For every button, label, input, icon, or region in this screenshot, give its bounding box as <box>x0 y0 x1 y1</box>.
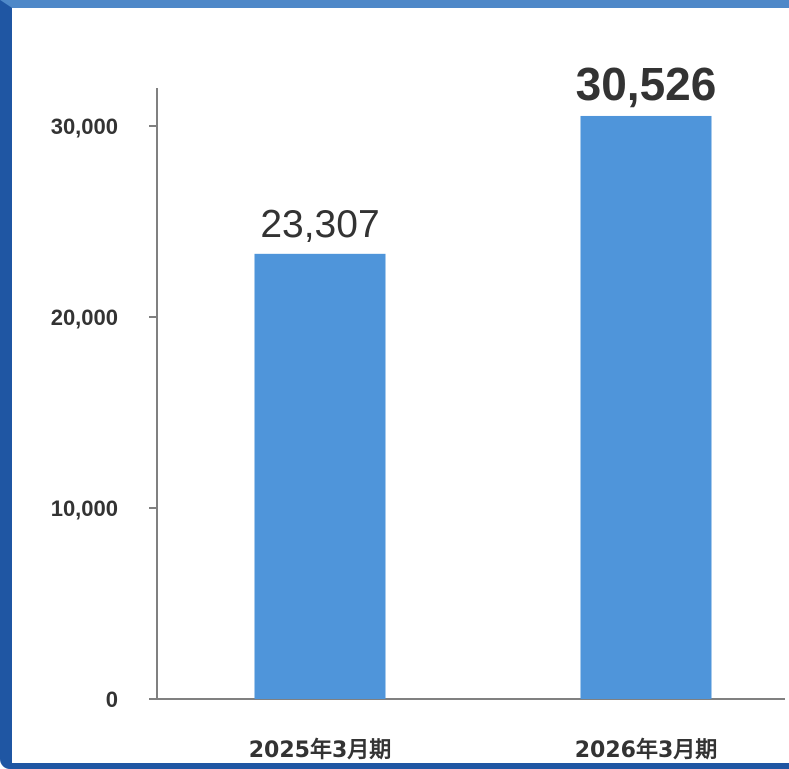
bar-value-label: 23,307 <box>260 203 379 246</box>
x-category-label: 2025年3月期 <box>249 737 392 763</box>
bar <box>254 253 386 699</box>
labels: 23,307 2025年3月期 30,526 2026年3月期 <box>249 58 718 763</box>
x-category-label: 2026年3月期 <box>575 737 718 763</box>
bar-value-label: 30,526 <box>576 58 717 110</box>
y-tick-label: 0 <box>106 687 118 712</box>
bar <box>580 115 712 700</box>
y-ticks: 0 10,000 20,000 30,000 <box>51 114 157 712</box>
bars <box>254 115 712 700</box>
y-tick-label: 30,000 <box>51 114 118 139</box>
y-tick-label: 20,000 <box>51 305 118 330</box>
y-tick-label: 10,000 <box>51 496 118 521</box>
